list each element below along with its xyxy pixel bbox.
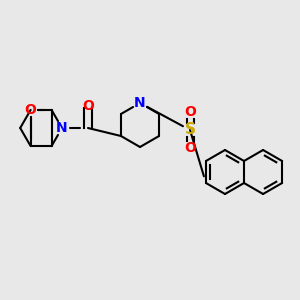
Text: O: O [184,141,196,155]
Text: S: S [184,122,196,137]
Text: O: O [82,99,94,113]
Text: O: O [25,103,37,117]
Text: N: N [56,121,68,135]
Text: O: O [184,105,196,119]
Text: N: N [134,96,146,110]
